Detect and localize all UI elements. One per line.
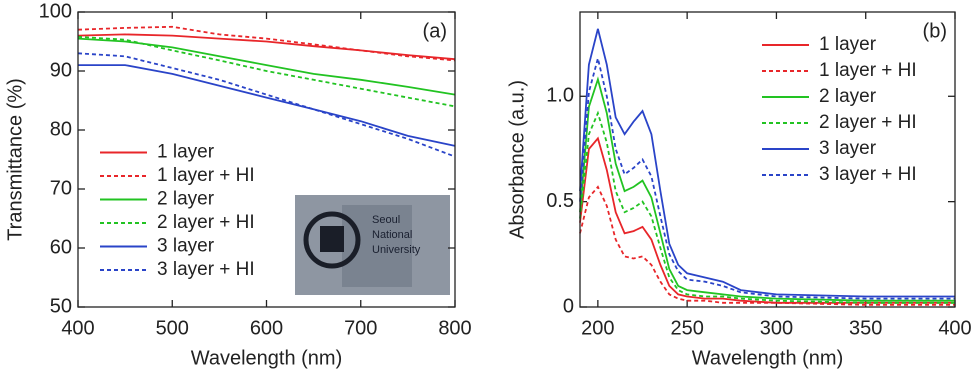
- x-tick-label: 500: [156, 317, 189, 339]
- y-tick-label: 80: [50, 118, 72, 140]
- inset-text: University: [372, 244, 421, 256]
- plot-frame: [579, 11, 956, 308]
- legend-label: 1 layer: [819, 34, 877, 55]
- data-line: [77, 25, 456, 62]
- x-axis-title: Wavelength (nm): [692, 347, 844, 369]
- inset-text: National: [372, 229, 412, 241]
- data-line: [77, 35, 456, 108]
- y-tick-label: 0: [563, 295, 574, 317]
- x-tick-label: 250: [670, 317, 703, 339]
- data-line: [579, 185, 955, 306]
- x-tick-label: 600: [250, 317, 283, 339]
- data-line: [579, 28, 955, 298]
- data-line: [579, 136, 955, 304]
- y-tick-label: 90: [50, 59, 72, 81]
- legend-label: 3 layer: [157, 236, 215, 257]
- panel-label: (b): [923, 20, 947, 42]
- y-axis-title: Absorbance (a.u.): [506, 80, 528, 239]
- inset-emblem-core: [320, 226, 344, 252]
- data-line: [78, 64, 456, 147]
- inset-sample: [342, 205, 412, 287]
- legend-label: 3 layer + HI: [819, 164, 917, 185]
- x-tick-label: 300: [760, 317, 793, 339]
- y-tick-label: 60: [50, 236, 72, 258]
- inset-emblem: [303, 211, 361, 269]
- legend-label: 1 layer: [157, 142, 215, 163]
- y-tick-label: 100: [39, 0, 72, 22]
- plot-frame: [77, 11, 456, 308]
- x-tick-label: 400: [938, 317, 971, 339]
- legend-label: 2 layer + HI: [819, 112, 917, 133]
- data-line: [579, 58, 955, 300]
- legend-label: 3 layer: [819, 138, 877, 159]
- y-tick-label: 70: [50, 177, 72, 199]
- x-tick-label: 350: [849, 317, 882, 339]
- legend-label: 2 layer: [157, 189, 215, 210]
- legend-label: 1 layer + HI: [157, 165, 255, 186]
- x-axis-title: Wavelength (nm): [191, 347, 343, 369]
- data-line: [579, 76, 955, 302]
- inset-text: Seoul: [372, 214, 400, 226]
- data-line: [77, 52, 456, 158]
- legend-label: 3 layer + HI: [157, 259, 255, 280]
- x-tick-label: 400: [61, 317, 94, 339]
- data-line: [579, 110, 955, 304]
- legend-label: 2 layer: [819, 86, 877, 107]
- y-tick-label: 0.5: [546, 190, 574, 212]
- x-tick-label: 800: [438, 317, 471, 339]
- panel: 200 250 300 350 400 0 0.5 1.0 1 layer 1 layer + H…: [506, 11, 972, 369]
- panel-label: (a): [423, 20, 447, 42]
- legend-label: 2 layer + HI: [157, 212, 255, 233]
- x-tick-label: 200: [581, 317, 614, 339]
- y-tick-label: 1.0: [546, 85, 574, 107]
- legend-label: 1 layer + HI: [819, 60, 917, 81]
- x-tick-label: 700: [344, 317, 377, 339]
- y-tick-label: 50: [50, 295, 72, 317]
- y-axis-title: Transmittance (%): [4, 78, 26, 241]
- panel: Seoul National University 400 500 600 700 800 50…: [4, 0, 471, 369]
